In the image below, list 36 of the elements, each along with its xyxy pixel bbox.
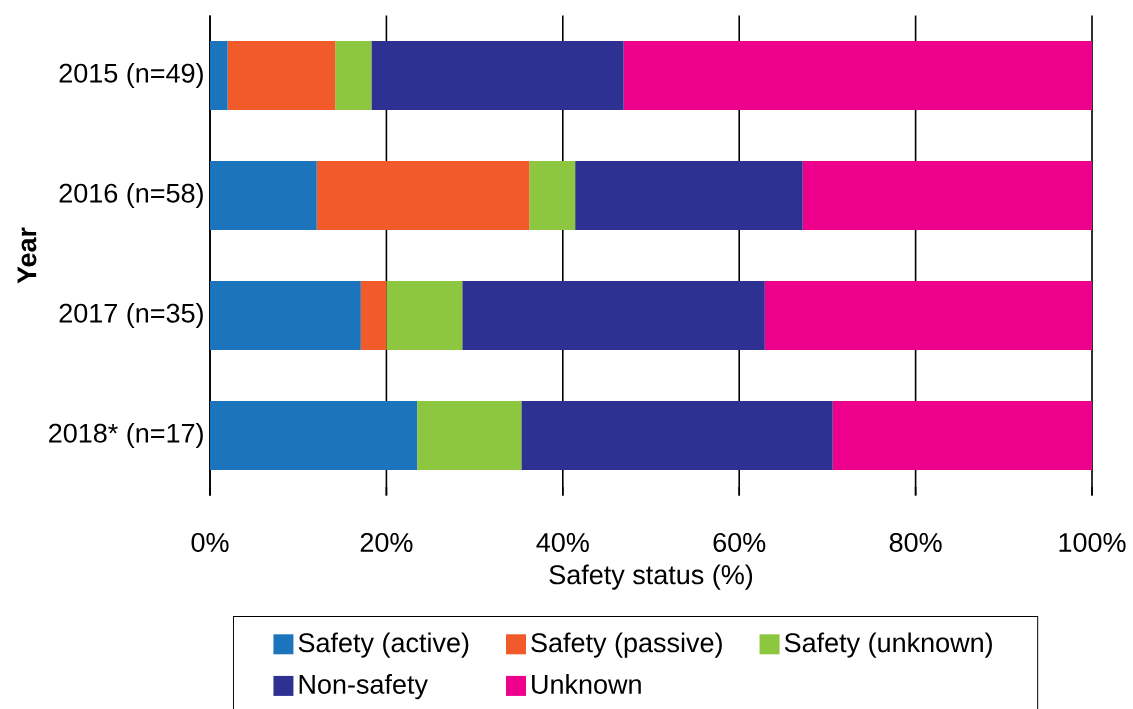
x-tick-label: 20% <box>360 532 413 553</box>
bar <box>210 161 317 231</box>
x-tick-label: 60% <box>713 532 766 553</box>
bar <box>575 161 803 231</box>
x-tick-label: 0% <box>191 532 229 553</box>
bar <box>386 281 463 351</box>
legend-label: Non-safety <box>299 674 428 700</box>
bar <box>371 41 624 111</box>
x-tick-label: 100% <box>1059 532 1126 553</box>
legend-label: Unknown <box>532 674 641 694</box>
bar <box>529 161 576 231</box>
legend-label: Safety (passive) <box>531 632 722 658</box>
bar <box>623 41 1093 111</box>
legend-label: Safety (active) <box>298 632 469 658</box>
bar <box>210 41 228 111</box>
bar <box>210 281 361 351</box>
bar <box>832 401 1093 471</box>
y-tick-label: 2017 (n=35) <box>59 302 203 329</box>
y-tick-label: 2015 (n=49) <box>59 62 203 89</box>
y-tick-label: 2016 (n=58) <box>59 182 203 209</box>
bar <box>521 401 833 471</box>
bar <box>316 161 530 231</box>
bar <box>764 281 1093 351</box>
bar <box>802 161 1093 231</box>
x-axis-title: Safety status (%) <box>549 564 753 590</box>
bar <box>227 41 336 111</box>
bar <box>417 401 522 471</box>
y-axis-title: Year <box>17 227 37 284</box>
bar <box>335 41 372 111</box>
x-tick-label: 80% <box>889 532 942 553</box>
x-tick-label: 40% <box>536 532 589 553</box>
bar <box>360 281 387 351</box>
bar <box>210 401 418 471</box>
bar <box>462 281 765 351</box>
legend-label: Safety (unknown) <box>784 632 992 658</box>
y-tick-label: 2018* (n=17) <box>49 422 203 449</box>
